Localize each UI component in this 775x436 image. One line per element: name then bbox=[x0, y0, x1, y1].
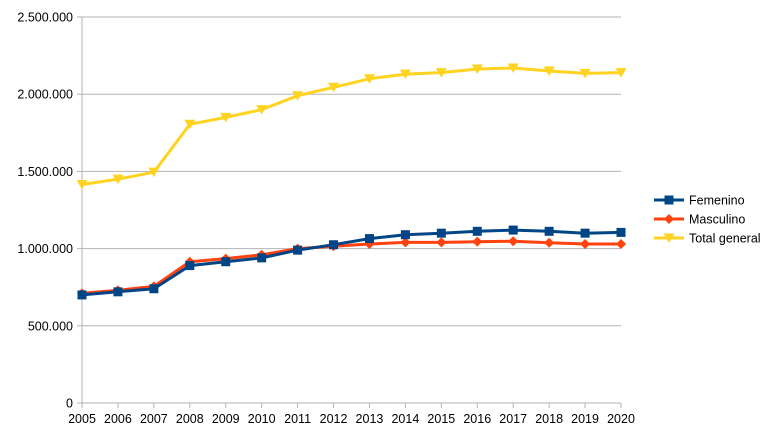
data-point-masculino bbox=[616, 238, 626, 249]
data-point-total-general bbox=[112, 174, 124, 185]
x-tick-label: 2011 bbox=[284, 412, 311, 426]
data-point-total-general bbox=[507, 63, 519, 73]
legend: Femenino Masculino Total general bbox=[654, 194, 761, 246]
legend-item-total-general: Total general bbox=[654, 232, 761, 246]
data-point-total-general bbox=[399, 69, 411, 80]
data-point-femenino bbox=[544, 226, 554, 236]
x-tick-label: 2018 bbox=[535, 412, 563, 426]
x-tick-label: 2013 bbox=[356, 412, 384, 426]
axes bbox=[81, 17, 621, 404]
y-tick-label: 500.000 bbox=[28, 319, 73, 333]
data-point-femenino bbox=[364, 234, 374, 244]
data-point-femenino bbox=[149, 284, 159, 294]
data-point-femenino bbox=[616, 227, 626, 237]
data-point-femenino bbox=[293, 245, 303, 255]
x-tick-label: 2007 bbox=[140, 412, 168, 426]
data-point-total-general bbox=[76, 180, 88, 190]
x-tick-label: 2008 bbox=[176, 412, 204, 426]
data-point-femenino bbox=[185, 261, 195, 271]
data-point-total-general bbox=[435, 68, 447, 78]
data-point-masculino bbox=[544, 237, 555, 248]
x-tick-label: 2017 bbox=[499, 412, 527, 426]
data-point-total-general bbox=[328, 82, 340, 93]
legend-label: Femenino bbox=[689, 194, 745, 208]
series-femenino bbox=[77, 225, 626, 300]
x-tick-label: 2015 bbox=[427, 412, 455, 426]
y-tick-label: 1.000.000 bbox=[17, 242, 73, 256]
legend-swatch-marker bbox=[664, 214, 674, 224]
x-tick-label: 2020 bbox=[607, 412, 635, 426]
series-masculino bbox=[77, 236, 626, 299]
x-tick-label: 2016 bbox=[463, 412, 491, 426]
y-axis-ticks: 0 500.000 1.000.000 1.500.000 2.000.000 2.500… bbox=[17, 11, 82, 411]
x-axis-ticks: 2005 2006 2007 2008 2009 2010 2011 2012 2013 2014… bbox=[68, 403, 635, 426]
data-point-femenino bbox=[113, 287, 123, 297]
data-point-masculino bbox=[508, 236, 519, 247]
data-point-femenino bbox=[221, 257, 231, 267]
data-point-total-general bbox=[292, 91, 304, 101]
x-tick-label: 2005 bbox=[68, 412, 96, 426]
data-point-total-general bbox=[615, 68, 627, 78]
data-point-femenino bbox=[329, 240, 339, 250]
series-line-total-general bbox=[81, 66, 622, 186]
y-tick-label: 2.500.000 bbox=[17, 11, 73, 25]
data-point-total-general bbox=[220, 112, 232, 123]
legend-label: Masculino bbox=[689, 213, 745, 227]
data-point-total-general bbox=[471, 64, 483, 75]
x-tick-label: 2010 bbox=[248, 412, 276, 426]
gridlines bbox=[82, 16, 621, 327]
legend-item-masculino: Masculino bbox=[654, 213, 745, 227]
data-point-femenino bbox=[508, 225, 518, 235]
data-point-total-general bbox=[256, 105, 268, 115]
data-point-femenino bbox=[436, 228, 446, 238]
data-point-total-general bbox=[148, 167, 160, 178]
legend-item-femenino: Femenino bbox=[654, 194, 745, 208]
legend-label: Total general bbox=[689, 232, 761, 246]
series-group bbox=[76, 63, 627, 300]
x-tick-label: 2014 bbox=[391, 412, 419, 426]
data-point-total-general bbox=[184, 119, 196, 130]
series-line-femenino bbox=[81, 228, 622, 297]
x-tick-label: 2019 bbox=[571, 412, 599, 426]
data-point-total-general bbox=[543, 66, 555, 77]
data-point-total-general bbox=[363, 74, 375, 84]
data-point-masculino bbox=[580, 238, 591, 249]
x-tick-label: 2012 bbox=[320, 412, 348, 426]
y-tick-label: 1.500.000 bbox=[17, 165, 73, 179]
legend-swatch-marker bbox=[663, 233, 675, 243]
series-total-general bbox=[76, 63, 627, 190]
data-point-femenino bbox=[77, 290, 87, 300]
y-tick-label: 0 bbox=[66, 397, 73, 411]
data-point-femenino bbox=[580, 228, 590, 238]
data-point-femenino bbox=[257, 253, 267, 263]
legend-swatch-marker bbox=[664, 195, 674, 205]
x-tick-label: 2006 bbox=[104, 412, 132, 426]
data-point-total-general bbox=[579, 68, 591, 79]
y-tick-label: 2.000.000 bbox=[17, 88, 73, 102]
data-point-masculino bbox=[400, 237, 411, 248]
data-point-masculino bbox=[436, 237, 447, 248]
data-point-femenino bbox=[400, 230, 410, 240]
x-tick-label: 2009 bbox=[212, 412, 240, 426]
series-line-masculino bbox=[81, 239, 621, 295]
data-point-femenino bbox=[472, 226, 482, 236]
data-point-masculino bbox=[472, 236, 483, 247]
